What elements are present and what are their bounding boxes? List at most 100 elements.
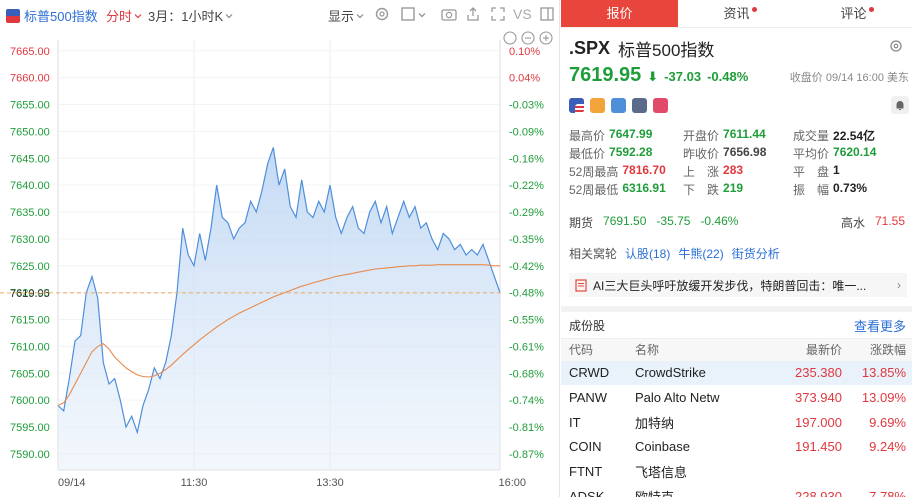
square-draw-icon[interactable]	[399, 5, 417, 23]
chevron-down-icon[interactable]	[418, 11, 426, 19]
y-tick-label: 7615.00	[10, 315, 50, 327]
stat-prev-close: 7656.98	[723, 144, 767, 159]
stat-label: 振 幅	[793, 182, 830, 197]
link-cbbc[interactable]: 牛熊(22)	[678, 247, 724, 261]
chevron-down-icon	[356, 13, 364, 18]
table-row[interactable]: ADSK 欧特克 228.930 7.78%	[561, 484, 912, 497]
index-title-selector[interactable]: 标普500指数	[6, 6, 98, 25]
news-ticker[interactable]: AI三大巨头呼吁放缓开发步伐，特朗普回击：唯一... ›	[569, 273, 907, 297]
stock-change-pct	[848, 459, 912, 484]
view-more-link[interactable]: 查看更多	[853, 318, 906, 334]
stock-name: 飞塔信息	[635, 465, 688, 481]
pct-tick-label: -0.29%	[509, 207, 544, 219]
last-price: 7619.95	[569, 64, 642, 86]
stat-label: 平 盘	[793, 164, 830, 179]
zoom-in-icon[interactable]	[539, 31, 553, 45]
stock-code: CRWD	[561, 360, 627, 386]
link-outstanding-analysis[interactable]: 街货分析	[731, 247, 780, 261]
index-flag-icon	[6, 8, 20, 23]
col-name[interactable]: 名称	[627, 338, 737, 361]
related-warrants: 相关窝轮 认股(18) 牛熊(22) 街货分析	[569, 245, 780, 262]
pct-tick-label: -0.61%	[509, 341, 544, 353]
index-name: 标普500指数	[24, 9, 98, 24]
y-tick-label: 7635.00	[10, 207, 50, 219]
link-call-warrants[interactable]: 认股(18)	[625, 247, 671, 261]
futures-row[interactable]: 期货 7691.50 -35.75 -0.46% 高水 71.55	[569, 214, 909, 231]
tab-news[interactable]: 资讯	[678, 0, 795, 27]
col-code[interactable]: 代码	[561, 338, 627, 361]
y-tick-label: 7655.00	[10, 100, 50, 112]
lightning-icon[interactable]	[590, 97, 605, 113]
period-dropdown[interactable]: 3月：1小时K	[148, 6, 233, 25]
pct-tick-label: 0.04%	[509, 73, 540, 85]
quote-tabs: 报价 资讯 评论	[561, 0, 912, 28]
quote-header: .SPX 标普500指数 7619.95 ⬇ -37.03 -0.48% 收盘价…	[569, 36, 909, 114]
heart-icon[interactable]	[653, 97, 668, 113]
pct-tick-label: -0.09%	[509, 126, 544, 138]
futures-change: -35.75	[656, 214, 691, 228]
chevron-down-icon	[225, 13, 233, 18]
tab-comments[interactable]: 评论	[795, 0, 912, 27]
y-tick-label: 7640.00	[10, 180, 50, 192]
us-flag-icon	[569, 97, 584, 113]
bell-icon[interactable]	[891, 96, 909, 114]
panel-toggle-icon[interactable]	[538, 5, 556, 23]
stat-label: 下 跌	[683, 182, 720, 197]
chevron-right-icon: ›	[897, 278, 901, 292]
stock-code: FTNT	[569, 464, 603, 480]
compare-button[interactable]: VS	[513, 6, 532, 22]
pct-tick-label: -0.87%	[509, 449, 544, 461]
document-icon[interactable]	[632, 97, 647, 113]
mode-tab-intraday[interactable]: 分时	[106, 6, 142, 25]
chart-svg: 7665.00 7660.00 7655.00 7650.00 7645.00 7640.…	[0, 31, 553, 489]
stock-change-pct: 9.69%	[869, 414, 906, 430]
gear-icon[interactable]	[889, 39, 903, 53]
pct-tick-label: -0.42%	[509, 261, 544, 273]
share-icon[interactable]	[464, 5, 482, 23]
undo-icon[interactable]	[503, 31, 517, 45]
price-chart[interactable]: 7665.00 7660.00 7655.00 7650.00 7645.00 7640.…	[0, 28, 560, 497]
fullscreen-icon[interactable]	[489, 5, 507, 23]
quote-panel: 报价 资讯 评论 .SPX 标普500指数 7619.95 ⬇ -37.03 -…	[561, 0, 912, 497]
chart-toolbar: 标普500指数 分时 3月：1小时K 显示 VS	[0, 0, 560, 28]
stat-label: 上 涨	[683, 164, 720, 179]
settings-icon[interactable]	[373, 5, 391, 23]
col-price[interactable]: 最新价	[737, 338, 848, 361]
y-tick-label: 7645.00	[10, 153, 50, 165]
col-change-pct[interactable]: 涨跌幅	[848, 338, 912, 361]
tab-label: 评论	[840, 6, 867, 21]
table-row[interactable]: COIN Coinbase 191.450 9.24%	[561, 435, 912, 460]
y-tick-label: 7665.00	[10, 46, 50, 58]
table-row[interactable]: CRWD CrowdStrike 235.380 13.85%	[561, 360, 912, 386]
zoom-out-icon[interactable]	[521, 31, 535, 45]
table-row[interactable]: PANW Palo Alto Netw 373.940 13.09%	[561, 385, 912, 410]
pct-tick-label: 0.10%	[509, 46, 540, 58]
stock-price: 373.940	[795, 390, 842, 406]
x-tick-label: 09/14	[58, 477, 86, 489]
stock-price: 197.000	[795, 414, 842, 430]
stock-price: 235.380	[737, 360, 848, 386]
display-label: 显示	[328, 9, 355, 24]
period-label: 3月：1小时K	[148, 9, 224, 24]
related-label: 相关窝轮	[569, 247, 618, 261]
camera-icon[interactable]	[440, 5, 458, 23]
table-row[interactable]: FTNT 飞塔信息	[561, 459, 912, 484]
stock-code: IT	[569, 414, 581, 430]
x-tick-label: 13:30	[316, 477, 344, 489]
pct-tick-label: -0.03%	[509, 100, 544, 112]
stat-volume: 22.54亿	[833, 128, 876, 143]
display-dropdown[interactable]: 显示	[328, 6, 364, 25]
pct-tick-label: -0.81%	[509, 422, 544, 434]
unread-dot	[752, 7, 757, 12]
stat-advancers: 283	[723, 162, 744, 177]
stat-label: 最高价	[569, 128, 606, 143]
tab-quote[interactable]: 报价	[561, 0, 678, 27]
down-arrow-icon: ⬇	[647, 69, 659, 84]
stat-decliners: 219	[723, 180, 744, 195]
table-row[interactable]: IT 加特纳 197.000 9.69%	[561, 410, 912, 435]
section-divider	[561, 306, 912, 312]
tag-icon[interactable]	[611, 97, 626, 113]
stat-high: 7647.99	[609, 126, 653, 141]
tab-label: 资讯	[723, 6, 750, 21]
pct-tick-label: -0.68%	[509, 368, 544, 380]
